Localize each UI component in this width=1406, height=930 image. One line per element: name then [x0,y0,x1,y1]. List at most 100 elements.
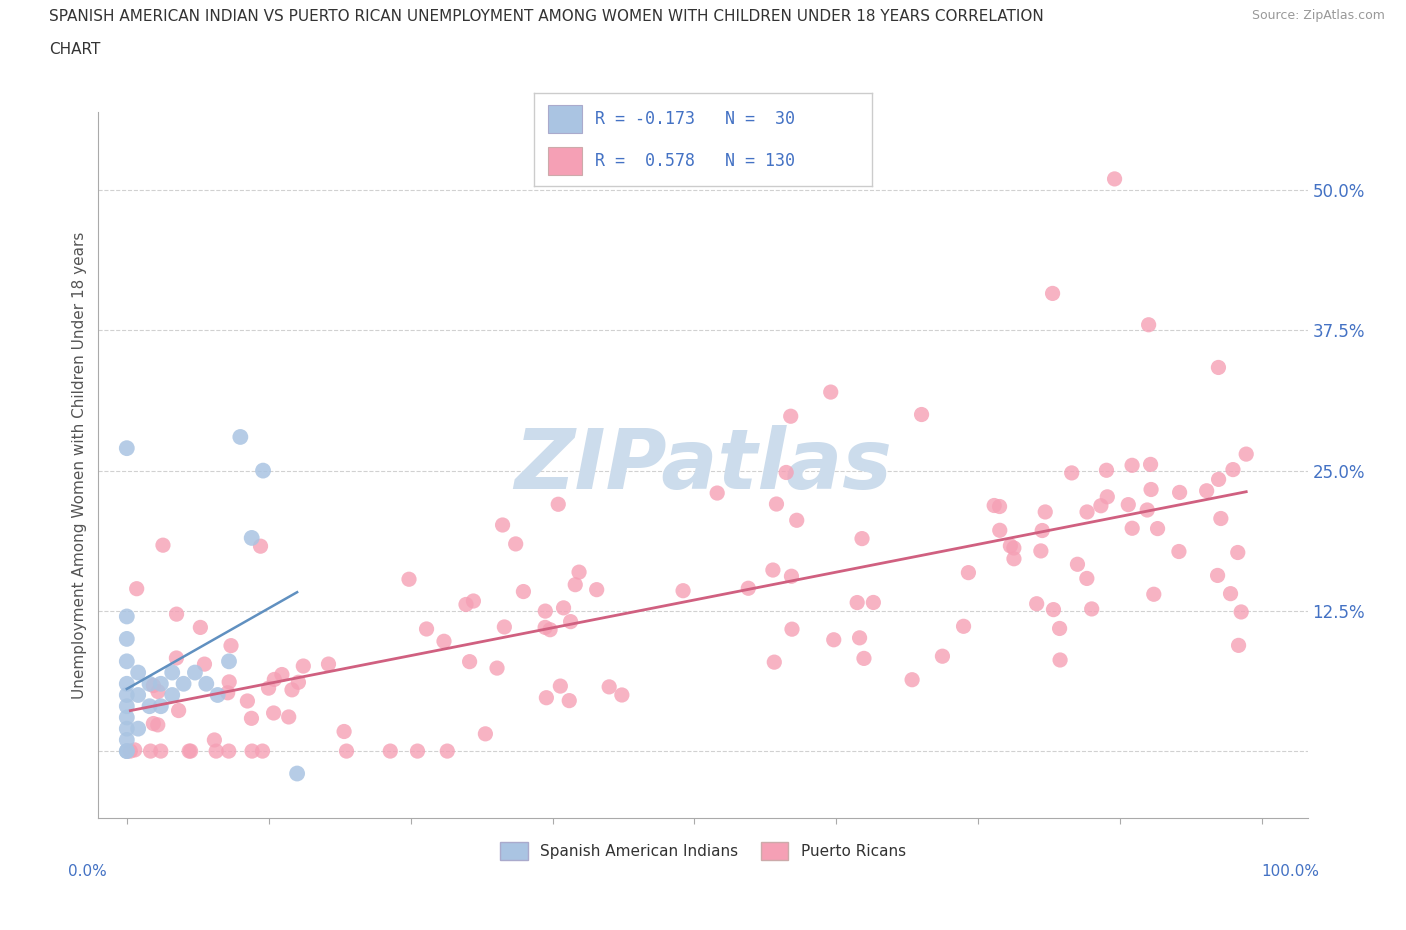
Point [1033,504,1056,519]
Point [433,634,456,649]
Text: SPANISH AMERICAN INDIAN VS PUERTO RICAN UNEMPLOYMENT AMONG WOMEN WITH CHILDREN U: SPANISH AMERICAN INDIAN VS PUERTO RICAN … [49,9,1045,24]
Text: R =  0.578   N = 130: R = 0.578 N = 130 [595,152,794,170]
Point [610,687,633,702]
Point [1060,466,1083,481]
Point [1226,545,1249,560]
Point [553,601,575,616]
Text: R = -0.173   N =  30: R = -0.173 N = 30 [595,110,794,128]
Point [115,721,138,736]
Point [318,657,340,671]
Point [560,614,582,629]
Point [1137,317,1160,332]
Point [598,680,620,695]
Point [219,638,242,653]
Point [149,676,172,691]
Point [846,595,869,610]
Point [1167,544,1189,559]
Point [852,651,875,666]
Point [277,710,299,724]
FancyBboxPatch shape [548,147,582,175]
Point [249,538,271,553]
Point [218,674,240,689]
Point [165,651,187,666]
Point [193,657,215,671]
Point [910,407,932,422]
Point [287,675,309,690]
Point [1195,484,1218,498]
Point [218,654,240,669]
Point [115,441,138,456]
FancyBboxPatch shape [548,105,582,133]
Point [1234,446,1257,461]
Point [862,595,884,610]
Point [737,581,759,596]
Point [672,583,695,598]
Point [138,676,160,691]
Point [263,672,285,687]
Point [167,703,190,718]
Point [252,744,274,759]
Legend: Spanish American Indians, Puerto Ricans: Spanish American Indians, Puerto Ricans [492,834,914,868]
Point [458,654,481,669]
Point [851,531,873,546]
Point [779,409,801,424]
Point [534,604,557,618]
Point [1227,638,1250,653]
Point [292,658,315,673]
Point [240,530,263,545]
Point [474,726,496,741]
Text: 0.0%: 0.0% [69,864,107,880]
Point [585,582,607,597]
Point [1076,504,1098,519]
Point [957,565,980,580]
Point [406,744,429,759]
Point [125,581,148,596]
Point [823,632,845,647]
Point [195,676,218,691]
Point [436,744,458,759]
Point [547,497,569,512]
Point [115,710,138,724]
Point [1136,502,1159,517]
Point [124,742,146,757]
Point [1097,489,1119,504]
Point [564,578,586,592]
Point [115,733,138,748]
Point [1000,538,1022,553]
Point [217,685,239,700]
Point [152,538,174,552]
Point [180,744,202,759]
Point [335,744,357,759]
Point [765,497,787,512]
Point [173,676,195,691]
Point [285,766,308,781]
Y-axis label: Unemployment Among Women with Children Under 18 years: Unemployment Among Women with Children U… [72,232,87,698]
Point [160,687,183,702]
Point [229,430,252,445]
Point [415,621,437,636]
Point [115,609,138,624]
Point [1139,457,1161,472]
Point [1104,171,1126,186]
Point [160,665,183,680]
Point [848,631,870,645]
Text: CHART: CHART [49,42,101,57]
Point [988,499,1011,514]
Point [775,465,797,480]
Point [1029,543,1052,558]
Text: 100.0%: 100.0% [1261,864,1320,880]
Point [988,523,1011,538]
Point [786,512,808,527]
Point [512,584,534,599]
Point [1209,512,1232,526]
Point [333,724,356,739]
Point [115,687,138,702]
Point [454,597,477,612]
Point [1025,596,1047,611]
Point [538,622,561,637]
Point [1121,521,1143,536]
Point [218,744,240,759]
Point [1219,586,1241,601]
Point [184,665,207,680]
Point [115,631,138,646]
